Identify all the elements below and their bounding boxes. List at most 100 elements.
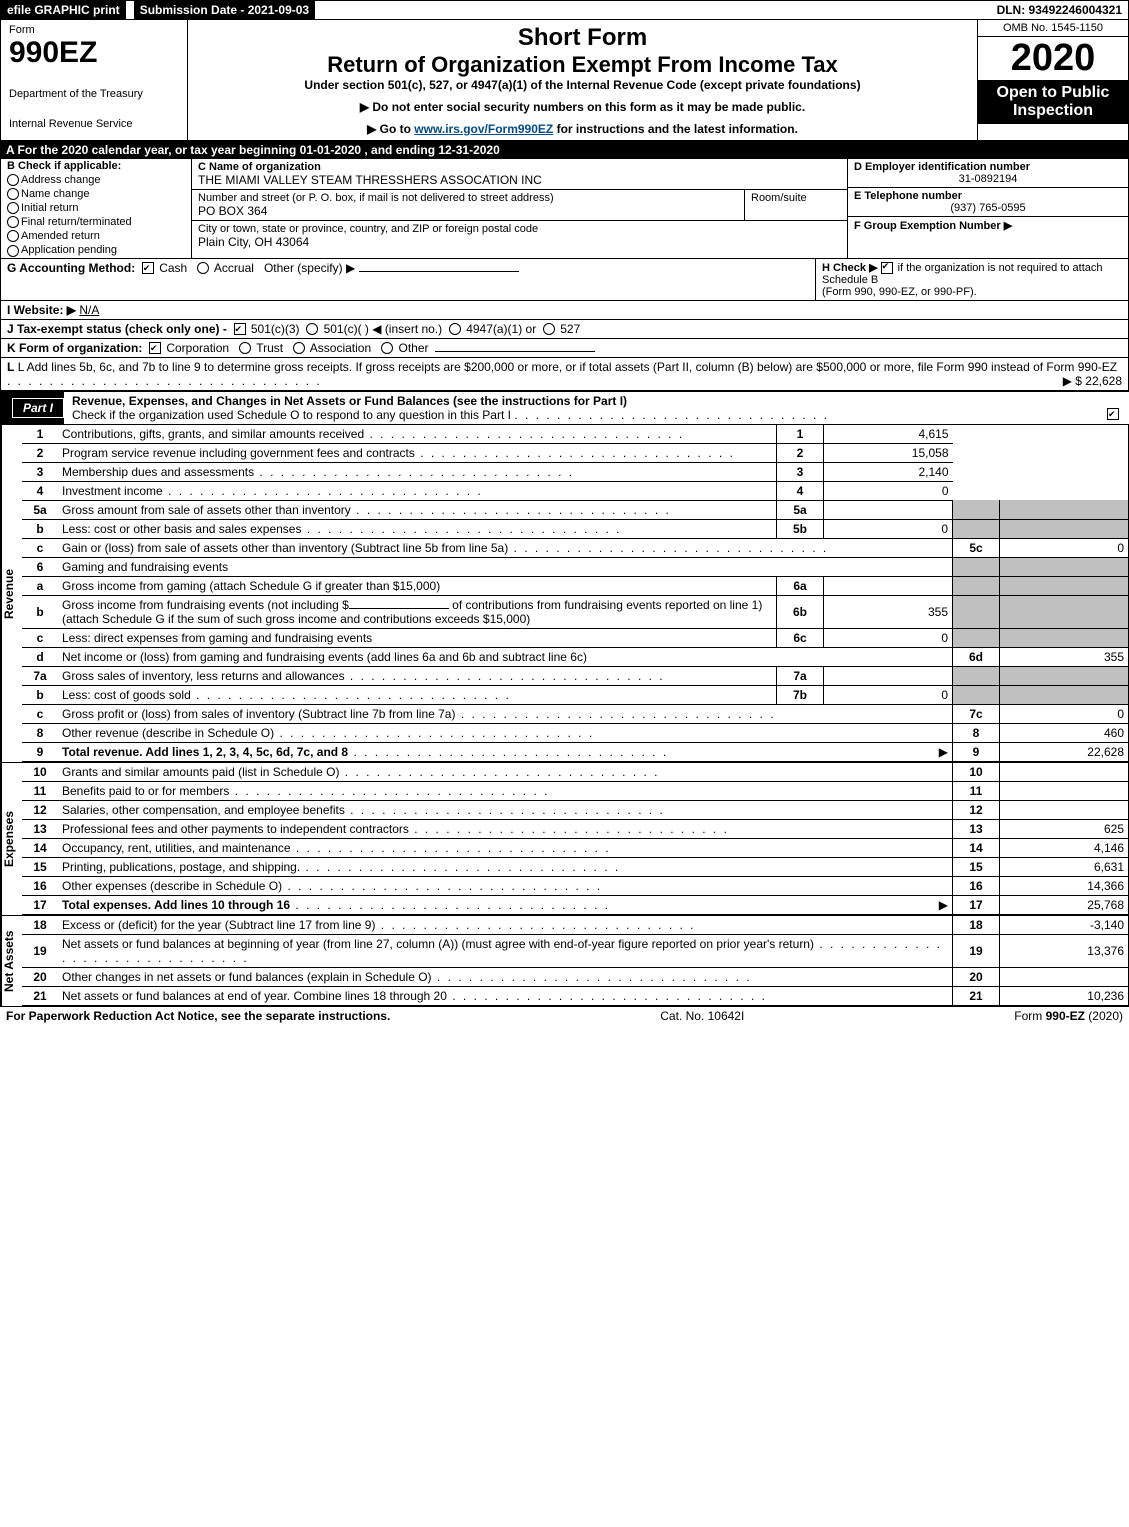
b-title: B Check if applicable:: [1, 159, 191, 173]
top-bar: efile GRAPHIC print Submission Date - 20…: [0, 0, 1129, 20]
page-footer: For Paperwork Reduction Act Notice, see …: [0, 1007, 1129, 1025]
check-schedule-o[interactable]: [1107, 408, 1119, 420]
check-501c[interactable]: [306, 323, 318, 335]
check-initial-return[interactable]: Initial return: [1, 201, 191, 215]
efile-button[interactable]: efile GRAPHIC print: [1, 1, 126, 19]
line-14: 14Occupancy, rent, utilities, and mainte…: [22, 838, 1128, 857]
section-g: G Accounting Method: Cash Accrual Other …: [1, 259, 815, 300]
line-5b: bLess: cost or other basis and sales exp…: [22, 519, 1128, 538]
line-2: 2Program service revenue including gover…: [22, 443, 1128, 462]
section-f: F Group Exemption Number ▶: [848, 217, 1128, 234]
line-7b: bLess: cost of goods sold7b0: [22, 685, 1128, 704]
city-row: City or town, state or province, country…: [192, 221, 847, 251]
omb-number: OMB No. 1545-1150: [978, 20, 1128, 37]
section-a: A For the 2020 calendar year, or tax yea…: [0, 141, 1129, 159]
line-6a: aGross income from gaming (attach Schedu…: [22, 576, 1128, 595]
goto-pre: ▶ Go to: [367, 122, 414, 136]
check-other-org[interactable]: [381, 342, 393, 354]
part-i-header: Part I Revenue, Expenses, and Changes in…: [0, 391, 1129, 425]
footer-right: Form 990-EZ (2020): [1014, 1009, 1123, 1023]
g-label: G Accounting Method:: [7, 261, 135, 275]
g-h-row: G Accounting Method: Cash Accrual Other …: [0, 259, 1129, 301]
dept-treasury: Department of the Treasury: [9, 88, 179, 100]
section-i: I Website: ▶ N/A: [0, 301, 1129, 320]
footer-left: For Paperwork Reduction Act Notice, see …: [6, 1009, 390, 1023]
check-application-pending[interactable]: Application pending: [1, 243, 191, 257]
arrow-icon: ▶: [939, 898, 948, 912]
section-k: K Form of organization: Corporation Trus…: [0, 339, 1129, 358]
line-5a: 5aGross amount from sale of assets other…: [22, 500, 1128, 519]
side-revenue: Revenue: [1, 425, 22, 762]
title-short-form: Short Form: [196, 24, 969, 52]
check-h[interactable]: [881, 262, 893, 274]
check-corp[interactable]: [149, 342, 161, 354]
form-number: 990EZ: [9, 36, 179, 70]
address: PO BOX 364: [198, 204, 738, 218]
revenue-table: 1Contributions, gifts, grants, and simil…: [22, 425, 1128, 762]
check-accrual[interactable]: [197, 262, 209, 274]
subtitle: Under section 501(c), 527, or 4947(a)(1)…: [196, 78, 969, 92]
line-11: 11Benefits paid to or for members11: [22, 781, 1128, 800]
identity-block: B Check if applicable: Address change Na…: [0, 159, 1129, 259]
line-9: 9Total revenue. Add lines 1, 2, 3, 4, 5c…: [22, 742, 1128, 761]
d-label: D Employer identification number: [854, 161, 1122, 173]
city-state-zip: Plain City, OH 43064: [198, 235, 841, 249]
expenses-table: 10Grants and similar amounts paid (list …: [22, 763, 1128, 915]
other-org-input[interactable]: [435, 351, 595, 352]
title-return: Return of Organization Exempt From Incom…: [196, 52, 969, 78]
line-1: 1Contributions, gifts, grants, and simil…: [22, 425, 1128, 444]
i-label: I Website: ▶: [7, 303, 76, 317]
address-row: Number and street (or P. O. box, if mail…: [192, 190, 847, 221]
line-6c: cLess: direct expenses from gaming and f…: [22, 628, 1128, 647]
j-label: J Tax-exempt status (check only one) -: [7, 322, 227, 336]
section-e: E Telephone number (937) 765-0595: [848, 188, 1128, 217]
section-c: C Name of organization THE MIAMI VALLEY …: [192, 159, 847, 258]
check-assoc[interactable]: [293, 342, 305, 354]
revenue-block: Revenue 1Contributions, gifts, grants, a…: [0, 425, 1129, 763]
check-address-change[interactable]: Address change: [1, 173, 191, 187]
check-527[interactable]: [543, 323, 555, 335]
section-j: J Tax-exempt status (check only one) - 5…: [0, 320, 1129, 339]
other-specify-input[interactable]: [359, 271, 519, 272]
check-4947[interactable]: [449, 323, 461, 335]
room-suite-label: Room/suite: [744, 190, 847, 220]
open-to-public: Open to Public Inspection: [978, 80, 1128, 124]
check-name-change[interactable]: Name change: [1, 187, 191, 201]
line-5c: cGain or (loss) from sale of assets othe…: [22, 538, 1128, 557]
check-amended-return[interactable]: Amended return: [1, 229, 191, 243]
header-center: Short Form Return of Organization Exempt…: [188, 20, 977, 140]
line-15: 15Printing, publications, postage, and s…: [22, 857, 1128, 876]
expenses-block: Expenses 10Grants and similar amounts pa…: [0, 763, 1129, 916]
line-6: 6Gaming and fundraising events: [22, 557, 1128, 576]
check-trust[interactable]: [239, 342, 251, 354]
gross-receipts: ▶ $ 22,628: [1063, 374, 1122, 388]
net-assets-table: 18Excess or (deficit) for the year (Subt…: [22, 916, 1128, 1006]
irs-link[interactable]: www.irs.gov/Form990EZ: [414, 122, 553, 136]
line-8: 8Other revenue (describe in Schedule O)8…: [22, 723, 1128, 742]
check-501c3[interactable]: [234, 323, 246, 335]
line-18: 18Excess or (deficit) for the year (Subt…: [22, 916, 1128, 935]
side-expenses: Expenses: [1, 763, 22, 915]
line-7c: cGross profit or (loss) from sales of in…: [22, 704, 1128, 723]
part-i-tag: Part I: [12, 398, 64, 418]
e-label: E Telephone number: [854, 190, 1122, 202]
check-final-return[interactable]: Final return/terminated: [1, 215, 191, 229]
section-l: L L Add lines 5b, 6c, and 7b to line 9 t…: [0, 358, 1129, 391]
line-17: 17Total expenses. Add lines 10 through 1…: [22, 895, 1128, 914]
organization-name: THE MIAMI VALLEY STEAM THRESSHERS ASSOCA…: [198, 173, 841, 187]
line-19: 19Net assets or fund balances at beginni…: [22, 934, 1128, 967]
irs-label: Internal Revenue Service: [9, 118, 179, 130]
contrib-amount-input[interactable]: [349, 608, 449, 609]
ein-value: 31-0892194: [854, 173, 1122, 185]
k-label: K Form of organization:: [7, 341, 142, 355]
dln-label: DLN: 93492246004321: [991, 1, 1128, 19]
check-cash[interactable]: [142, 262, 154, 274]
c-label: C Name of organization: [198, 161, 841, 173]
header-right: OMB No. 1545-1150 2020 Open to Public In…: [977, 20, 1128, 140]
org-name-block: C Name of organization THE MIAMI VALLEY …: [192, 159, 847, 190]
f-label: F Group Exemption Number ▶: [854, 220, 1012, 232]
part-i-title: Revenue, Expenses, and Changes in Net As…: [72, 394, 627, 408]
section-b: B Check if applicable: Address change Na…: [1, 159, 192, 258]
section-h: H Check ▶ if the organization is not req…: [815, 259, 1128, 300]
line-3: 3Membership dues and assessments32,140: [22, 462, 1128, 481]
